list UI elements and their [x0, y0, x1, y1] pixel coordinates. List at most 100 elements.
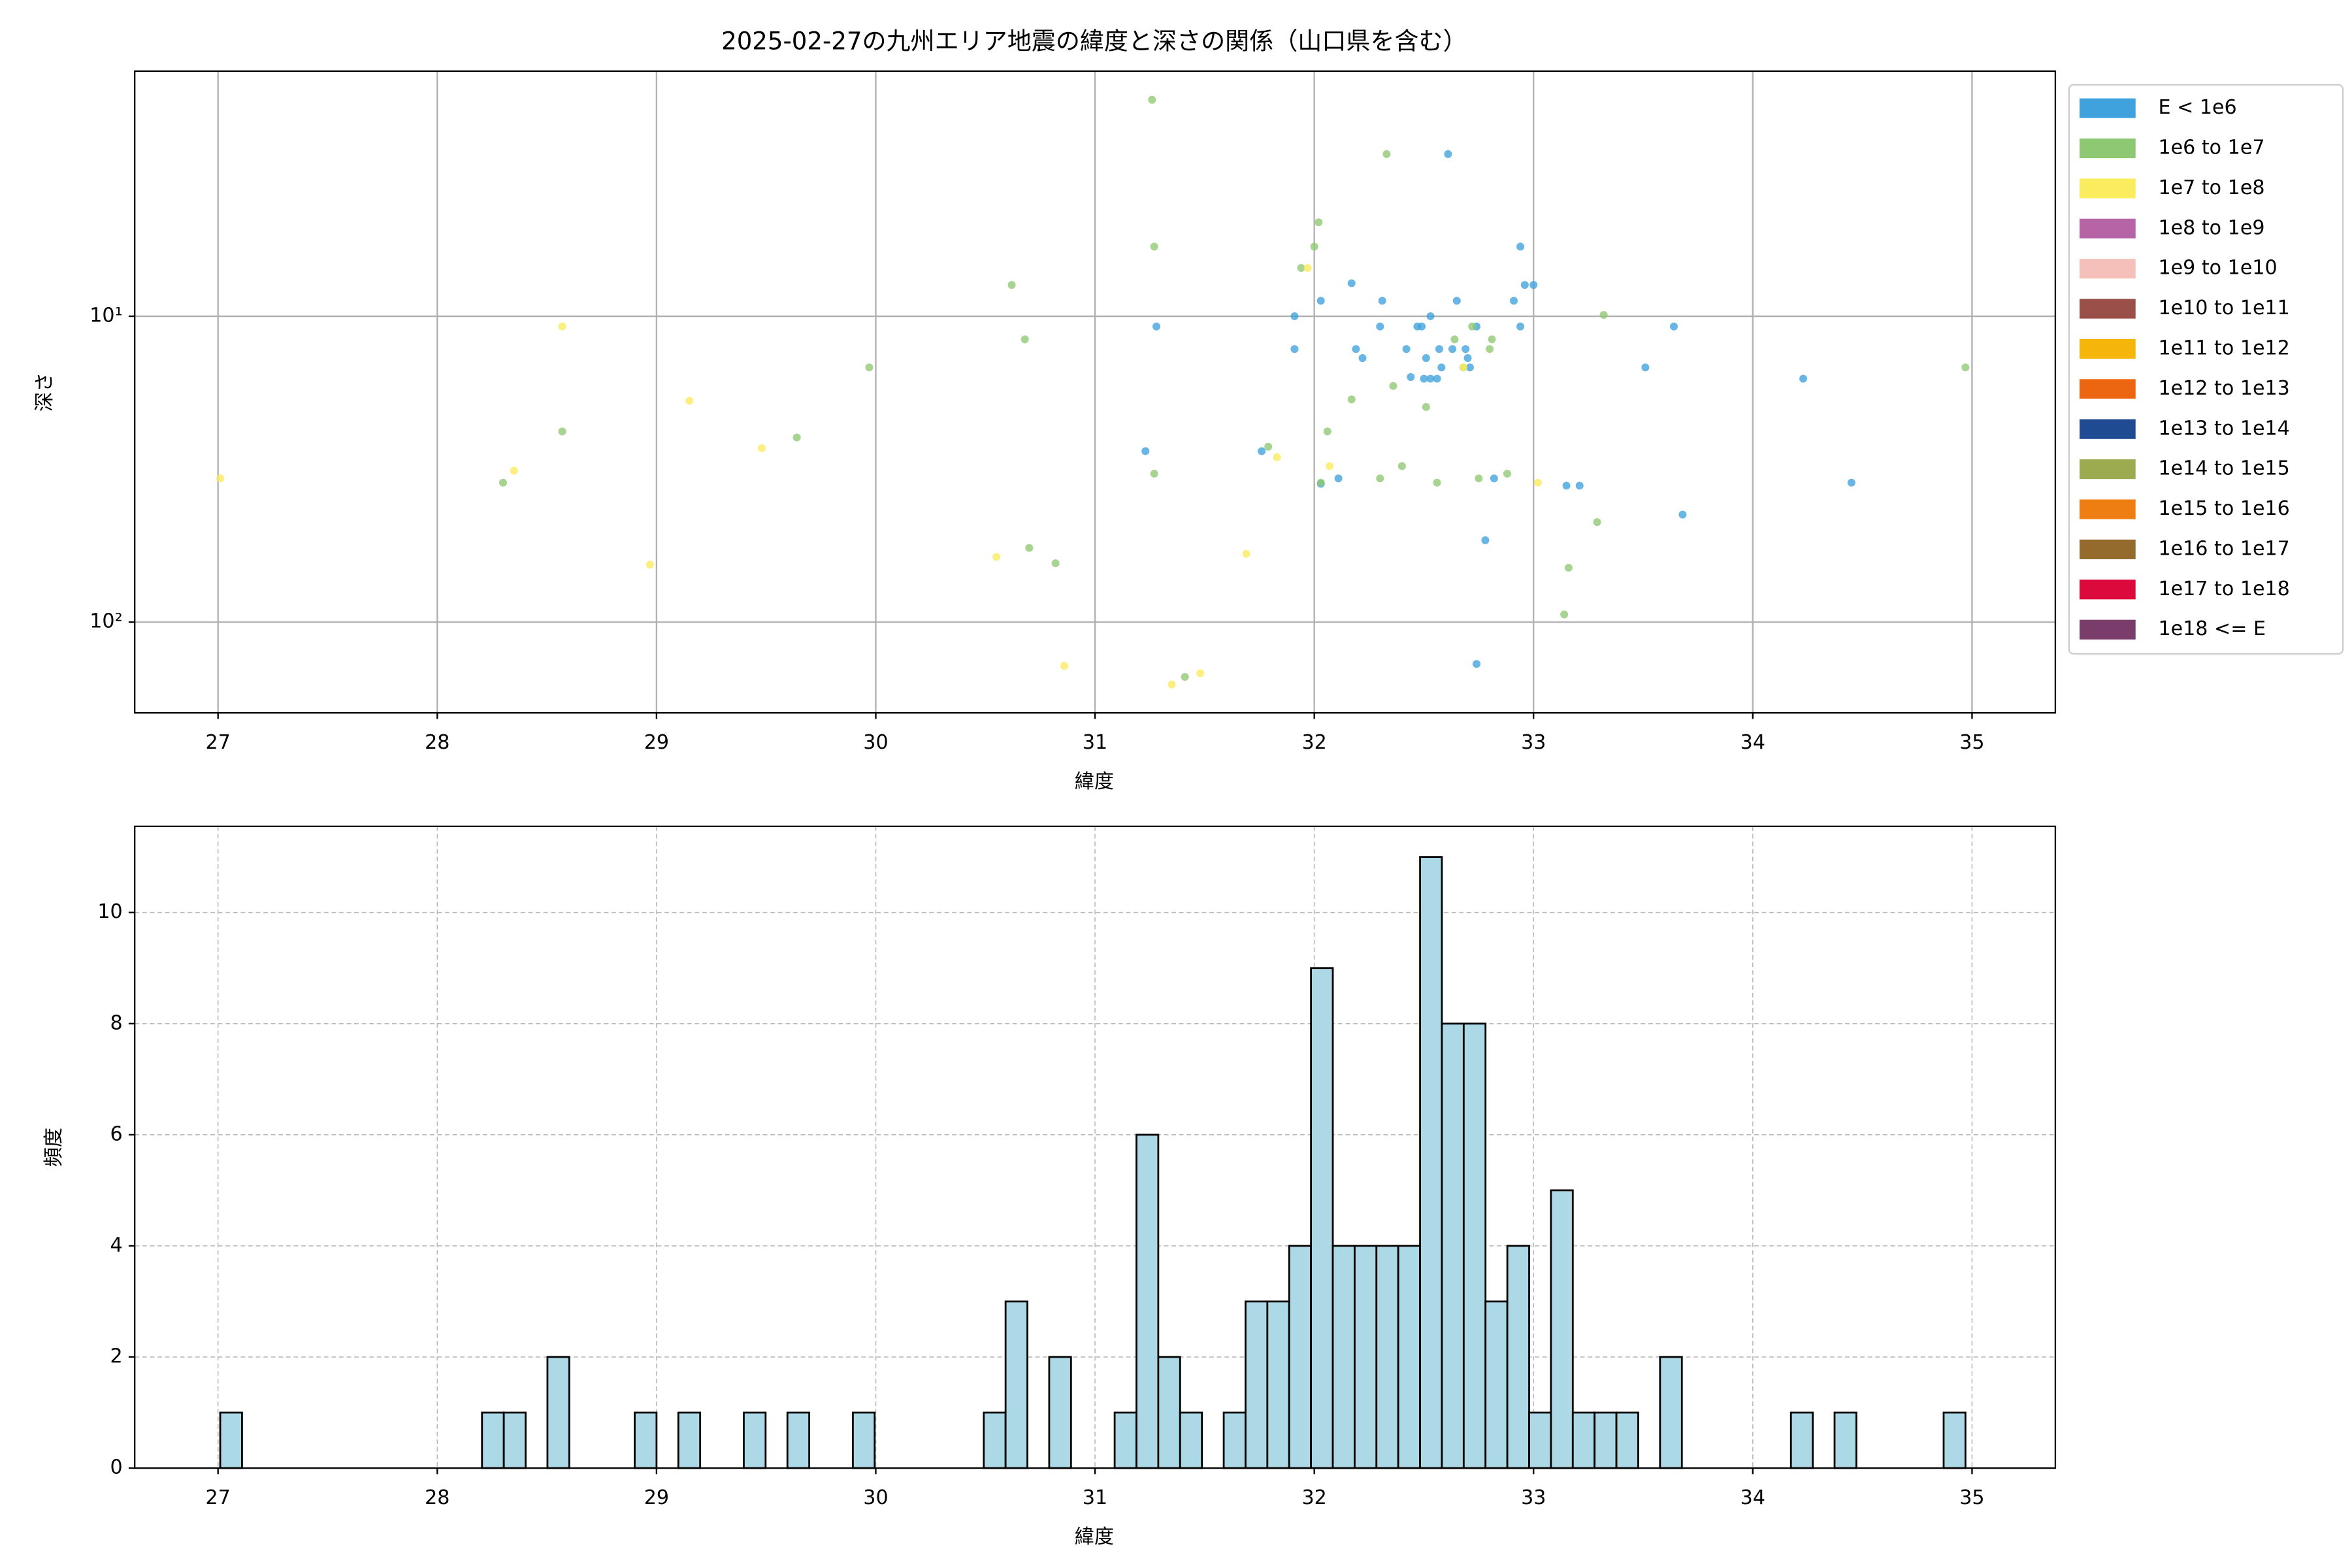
data-point [1510, 297, 1518, 305]
legend-box [2068, 84, 2344, 655]
data-point [1316, 297, 1325, 305]
data-point [1347, 395, 1356, 404]
bar [1222, 1411, 1247, 1469]
data-point [1669, 322, 1678, 331]
data-point [216, 474, 225, 483]
bar [786, 1411, 811, 1469]
data-point [1533, 478, 1542, 487]
x-tick-label: 27 [206, 731, 231, 754]
x-tick-label: 28 [425, 731, 449, 754]
bar [1179, 1411, 1203, 1469]
bar [1288, 1245, 1313, 1469]
bar [1266, 1300, 1290, 1469]
bar [1310, 967, 1334, 1469]
legend-swatch [2080, 459, 2136, 480]
data-point [1529, 281, 1538, 289]
x-tick-label: 29 [644, 731, 669, 754]
data-point [1678, 510, 1687, 519]
legend-label: 1e18 <= E [2158, 617, 2266, 640]
data-point [1376, 474, 1384, 483]
bar [1462, 1022, 1487, 1469]
data-point [1060, 662, 1069, 670]
data-point [1516, 322, 1525, 331]
bar [634, 1411, 658, 1469]
legend-swatch [2080, 499, 2136, 519]
data-point [1459, 363, 1467, 372]
y-tick-label: 6 [110, 1122, 122, 1145]
legend-swatch [2080, 580, 2136, 600]
legend-label: 1e12 to 1e13 [2158, 377, 2289, 400]
legend-swatch [2080, 98, 2136, 118]
data-point [1465, 363, 1474, 372]
data-point [1150, 469, 1158, 478]
data-point [1258, 447, 1266, 455]
data-point [1358, 354, 1367, 363]
bar [1789, 1411, 1814, 1469]
legend-label: 1e11 to 1e12 [2158, 336, 2289, 359]
x-axis-label: 緯度 [1075, 770, 1114, 793]
data-point [1402, 345, 1411, 353]
bar [1441, 1022, 1465, 1469]
legend-label: 1e13 to 1e14 [2158, 417, 2289, 440]
legend-swatch [2080, 178, 2136, 199]
bar [1331, 1245, 1356, 1469]
data-point [1310, 242, 1318, 251]
x-tick-label: 33 [1521, 731, 1546, 754]
x-tick-label: 29 [644, 1486, 669, 1509]
bar [481, 1411, 505, 1469]
data-point [1264, 442, 1273, 451]
bar [546, 1356, 570, 1469]
data-point [1418, 322, 1426, 331]
data-point [1520, 281, 1529, 289]
data-point [792, 433, 801, 442]
data-point [1426, 374, 1435, 383]
x-tick-label: 33 [1521, 1486, 1546, 1509]
x-tick-label: 32 [1301, 1486, 1326, 1509]
legend-label: 1e7 to 1e8 [2158, 176, 2264, 199]
bar [219, 1411, 243, 1469]
data-point [1450, 335, 1459, 344]
data-point [1599, 310, 1608, 319]
data-point [1290, 312, 1299, 321]
data-point [1799, 374, 1808, 383]
data-point [1326, 462, 1334, 470]
data-point [1181, 672, 1189, 681]
legend-label: E < 1e6 [2158, 96, 2236, 119]
y-tick-label: 10¹ [90, 304, 122, 327]
data-point [1303, 264, 1312, 272]
data-point [1433, 478, 1441, 487]
data-point [1152, 322, 1161, 331]
y-tick-label: 10² [90, 610, 122, 633]
x-tick-label: 27 [206, 1486, 231, 1509]
x-tick-label: 35 [1959, 731, 1984, 754]
data-point [1347, 279, 1356, 287]
data-point [1397, 462, 1406, 470]
bar [1833, 1411, 1857, 1469]
data-point [1488, 335, 1496, 344]
data-point [1444, 150, 1452, 158]
legend-swatch [2080, 419, 2136, 439]
bar [1004, 1300, 1028, 1469]
x-tick-label: 32 [1301, 731, 1326, 754]
data-point [1516, 242, 1525, 251]
x-tick-label: 34 [1740, 731, 1765, 754]
bar [1419, 856, 1443, 1469]
legend-swatch [2080, 299, 2136, 319]
data-point [1490, 474, 1498, 483]
data-point [1407, 373, 1415, 382]
legend-swatch [2080, 138, 2136, 159]
data-point [1481, 536, 1490, 544]
data-point [1382, 150, 1391, 158]
legend-swatch [2080, 539, 2136, 559]
data-point [865, 363, 874, 372]
data-point [1141, 447, 1150, 455]
y-axis-label: 深さ [33, 372, 56, 412]
bar [1571, 1411, 1596, 1469]
data-point [1452, 297, 1461, 305]
legend-label: 1e14 to 1e15 [2158, 457, 2289, 480]
data-point [1463, 354, 1472, 363]
data-point [1422, 354, 1430, 363]
bar [502, 1411, 527, 1469]
